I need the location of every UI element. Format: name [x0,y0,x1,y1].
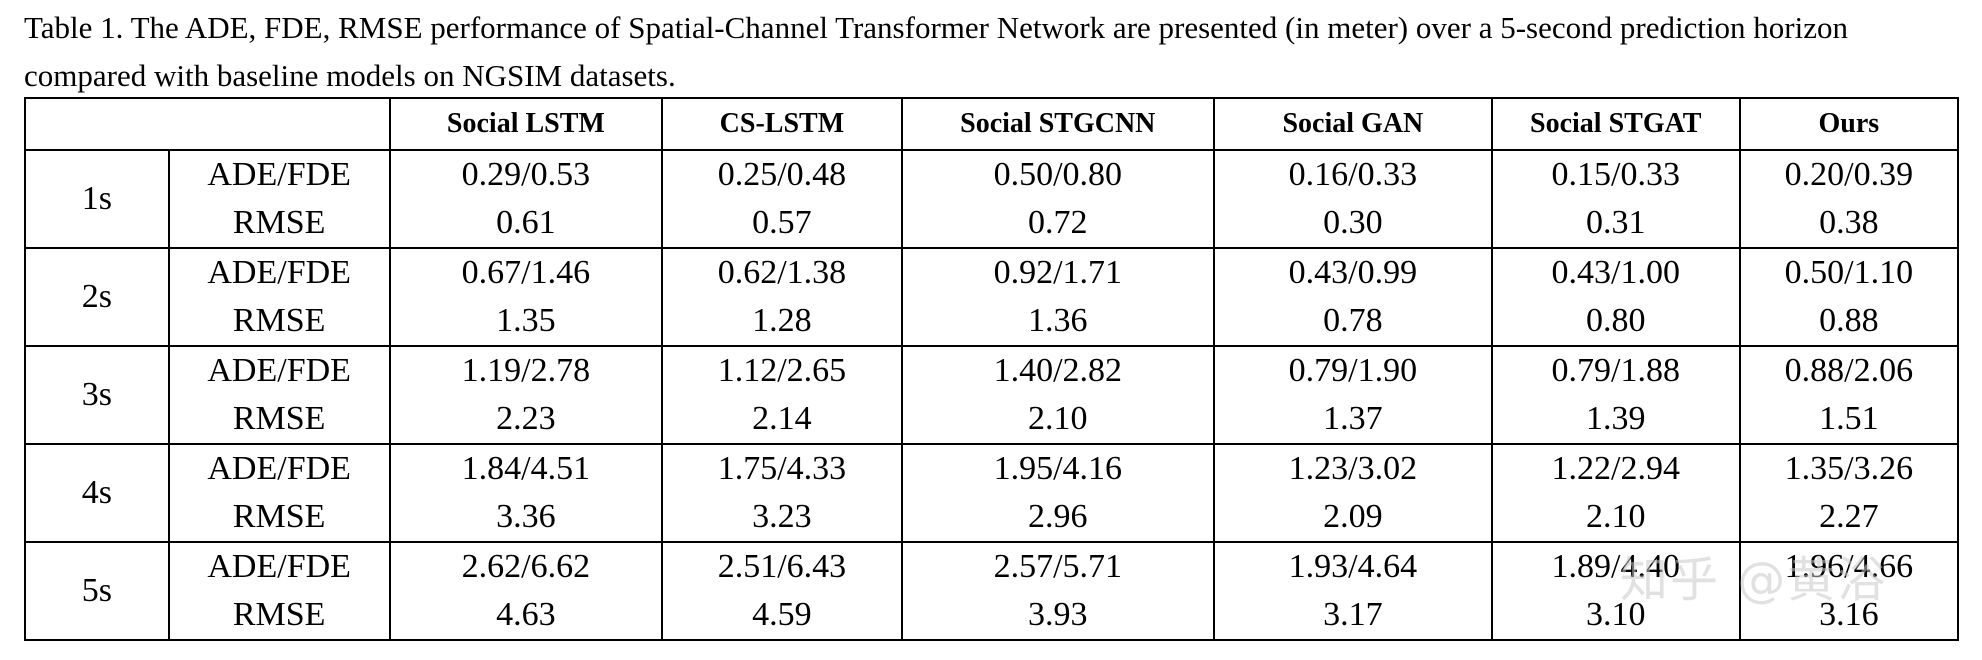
horizon-label: 2s [24,247,170,347]
table-row: RMSE 1.35 1.28 1.36 0.78 0.80 0.88 [25,297,1960,347]
horizon-label: 1s [24,149,170,249]
table-cell: 0.88 [1738,297,1960,347]
table-cell: 2.10 [1490,493,1741,543]
table-cell: 1.19/2.78 [388,345,664,395]
table-cell: 0.92/1.71 [900,247,1216,297]
horizon-label: 3s [24,345,170,445]
table-cell: 0.62/1.38 [661,247,903,297]
table-cell: 1.39 [1490,395,1741,445]
table-cell: 0.15/0.33 [1490,149,1741,199]
table-row: RMSE 3.36 3.23 2.96 2.09 2.10 2.27 [25,493,1960,543]
table-cell: 0.57 [661,199,903,249]
table-cell: 0.88/2.06 [1738,345,1960,395]
table-cell: 4.63 [388,591,664,641]
table-cell: 1.28 [661,297,903,347]
table-cell: 3.16 [1738,591,1960,641]
table-cell: 2.96 [900,493,1216,543]
table-cell: 4.59 [661,591,903,641]
table-cell: 1.23/3.02 [1213,443,1493,493]
column-header: Social GAN [1213,97,1493,151]
table-cell: 1.84/4.51 [388,443,664,493]
table-cell: 1.12/2.65 [661,345,903,395]
table-cell: 0.79/1.88 [1490,345,1741,395]
table-row: 2s ADE/FDE 0.67/1.46 0.62/1.38 0.92/1.71 0.43… [24,247,1960,347]
table-cell: 3.17 [1213,591,1493,641]
table-cell: 1.89/4.40 [1490,541,1741,591]
table-cell: 1.37 [1213,395,1493,445]
table-cell: 1.75/4.33 [661,443,903,493]
metric-label: RMSE [167,591,391,641]
table-cell: 0.31 [1490,199,1741,249]
table-cell: 2.62/6.62 [388,541,664,591]
table-cell: 3.23 [661,493,903,543]
header-corner [24,97,391,151]
table-cell: 2.14 [661,395,903,445]
table-cell: 0.43/1.00 [1490,247,1741,297]
metric-label: ADE/FDE [167,345,391,395]
table-cell: 1.96/4.66 [1738,541,1960,591]
table-cell: 0.72 [900,199,1216,249]
column-header: Ours [1738,97,1960,151]
horizon-label: 4s [24,443,170,543]
table-cell: 0.30 [1213,199,1493,249]
table-cell: 3.93 [900,591,1216,641]
table-cell: 2.57/5.71 [900,541,1216,591]
table-row: 3s ADE/FDE 1.19/2.78 1.12/2.65 1.40/2.82 0.79… [24,345,1960,445]
table-caption: Table 1. The ADE, FDE, RMSE performance … [24,10,1849,93]
table-cell: 1.35/3.26 [1738,443,1960,493]
column-header: Social LSTM [388,97,664,151]
column-header: Social STGCNN [900,97,1216,151]
column-header: CS-LSTM [661,97,903,151]
metric-label: ADE/FDE [167,149,391,199]
table-row: 1s ADE/FDE 0.29/0.53 0.25/0.48 0.50/0.80 0.16… [24,149,1960,249]
table-row: RMSE 4.63 4.59 3.93 3.17 3.10 3.16 [25,591,1960,641]
table-cell: 3.10 [1490,591,1741,641]
table-cell: 0.78 [1213,297,1493,347]
table-cell: 0.50/1.10 [1738,247,1960,297]
column-header: Social STGAT [1490,97,1741,151]
table-cell: 2.51/6.43 [661,541,903,591]
table-cell: 1.51 [1738,395,1960,445]
table-cell: 0.16/0.33 [1213,149,1493,199]
table-cell: 1.22/2.94 [1490,443,1741,493]
metric-label: RMSE [167,493,391,543]
table-cell: 3.36 [388,493,664,543]
header-row: Social LSTM CS-LSTM Social STGCNN Social… [24,97,1960,151]
table-cell: 0.43/0.99 [1213,247,1493,297]
table-row: RMSE 0.61 0.57 0.72 0.30 0.31 0.38 [25,199,1960,249]
metric-label: ADE/FDE [167,443,391,493]
table-cell: 0.61 [388,199,664,249]
table-cell: 0.38 [1738,199,1960,249]
table-cell: 0.79/1.90 [1213,345,1493,395]
metric-label: ADE/FDE [167,247,391,297]
horizon-label: 5s [24,541,170,641]
metric-label: RMSE [167,395,391,445]
table-cell: 1.40/2.82 [900,345,1216,395]
table-cell: 1.95/4.16 [900,443,1216,493]
table-cell: 1.36 [900,297,1216,347]
table-cell: 0.29/0.53 [388,149,664,199]
metric-label: ADE/FDE [167,541,391,591]
table-cell: 2.09 [1213,493,1493,543]
table-row: 4s ADE/FDE 1.84/4.51 1.75/4.33 1.95/4.16 1.23… [24,443,1960,543]
table-cell: 0.20/0.39 [1738,149,1960,199]
table-row: 5s ADE/FDE 2.62/6.62 2.51/6.43 2.57/5.71 1.93… [24,541,1960,641]
table-cell: 2.27 [1738,493,1960,543]
results-table: Social LSTM CS-LSTM Social STGCNN Social… [24,97,1960,641]
table-row: RMSE 2.23 2.14 2.10 1.37 1.39 1.51 [25,395,1960,445]
table-cell: 0.25/0.48 [661,149,903,199]
metric-label: RMSE [167,297,391,347]
table-cell: 0.50/0.80 [900,149,1216,199]
table-cell: 2.10 [900,395,1216,445]
table-cell: 0.80 [1490,297,1741,347]
metric-label: RMSE [167,199,391,249]
table-cell: 1.35 [388,297,664,347]
table-cell: 1.93/4.64 [1213,541,1493,591]
table-cell: 0.67/1.46 [388,247,664,297]
table-cell: 2.23 [388,395,664,445]
